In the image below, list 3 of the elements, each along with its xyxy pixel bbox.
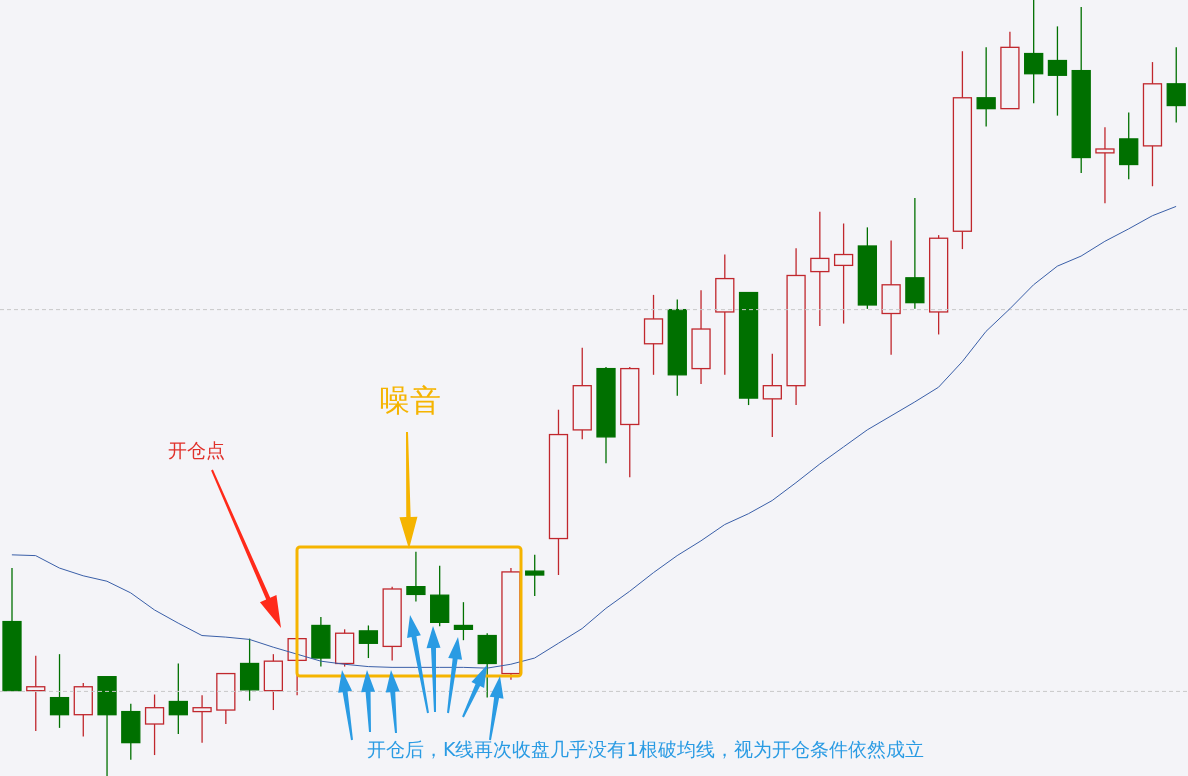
annotation: 噪音 <box>379 381 441 420</box>
annotation: 开仓点 <box>168 438 225 463</box>
annotation: 开仓后，K线再次收盘几乎没有1根破均线，视为开仓条件依然成立 <box>367 737 924 762</box>
